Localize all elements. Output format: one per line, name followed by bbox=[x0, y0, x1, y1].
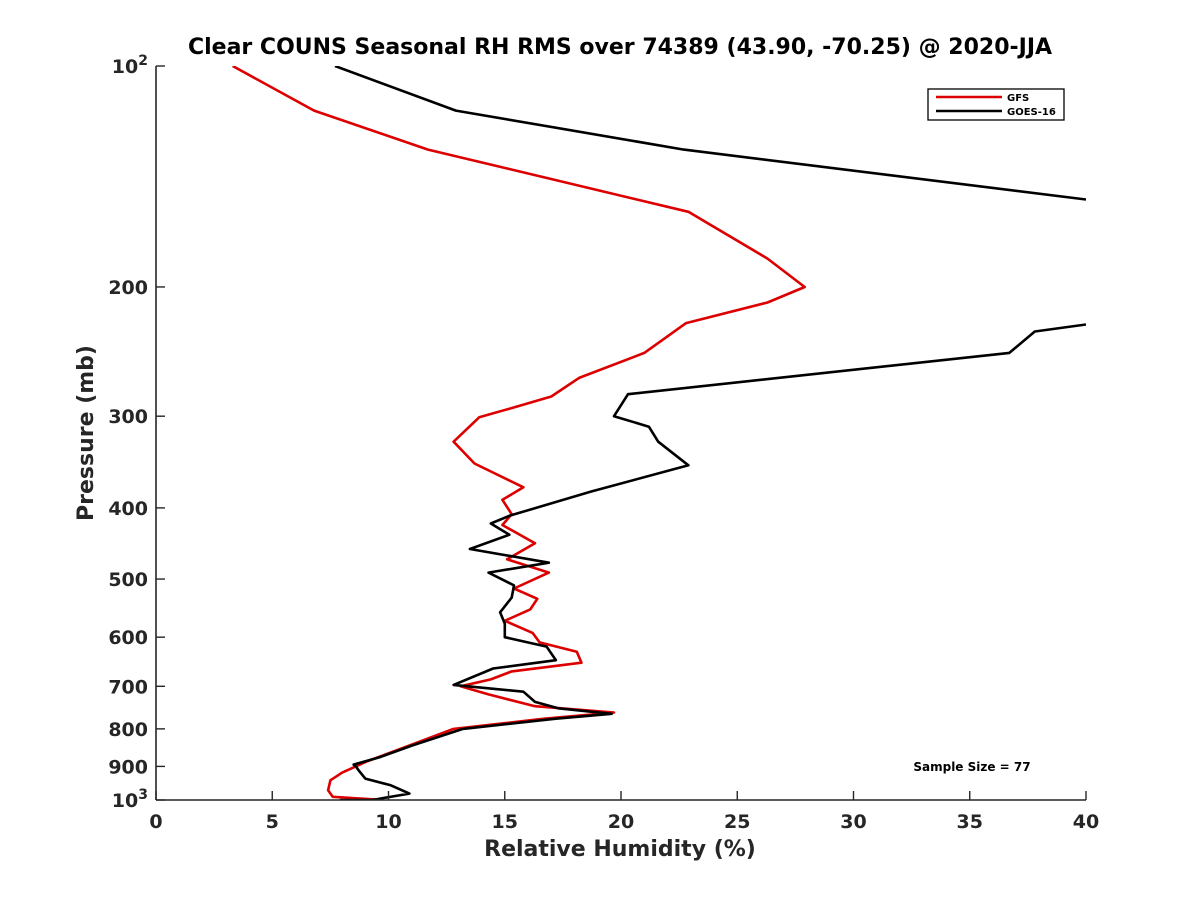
y-tick-label: 600 bbox=[108, 627, 148, 649]
series-layer bbox=[232, 66, 1086, 800]
y-tick-label: 102 bbox=[112, 53, 148, 78]
sample-size-annotation: Sample Size = 77 bbox=[913, 760, 1030, 774]
legend: GFS GOES-16 bbox=[927, 88, 1065, 121]
y-ticks: 102 200 300 400 500 600 700 800 900 103 bbox=[108, 53, 165, 812]
legend-goes-label: GOES-16 bbox=[1007, 107, 1056, 118]
x-axis-title: Relative Humidity (%) bbox=[484, 837, 756, 862]
x-tick-label: 20 bbox=[608, 811, 634, 833]
y-tick-label: 300 bbox=[108, 406, 148, 428]
x-tick-label: 5 bbox=[266, 811, 279, 833]
x-tick-label: 25 bbox=[724, 811, 750, 833]
series-line-goes-16-1 bbox=[339, 323, 1086, 800]
y-tick-label: 900 bbox=[108, 756, 148, 778]
legend-gfs-label: GFS bbox=[1007, 93, 1029, 104]
x-tick-label: 0 bbox=[149, 811, 162, 833]
x-tick-label: 10 bbox=[375, 811, 401, 833]
x-tick-label: 15 bbox=[492, 811, 518, 833]
x-tick-label: 30 bbox=[840, 811, 866, 833]
y-tick-label: 103 bbox=[112, 787, 148, 812]
y-tick-label: 500 bbox=[108, 569, 148, 591]
y-axis-title: Pressure (mb) bbox=[74, 345, 99, 521]
chart-title: Clear COUNS Seasonal RH RMS over 74389 (… bbox=[188, 35, 1052, 60]
x-tick-label: 40 bbox=[1073, 811, 1099, 833]
y-tick-label: 800 bbox=[108, 719, 148, 741]
x-ticks: 0 5 10 15 20 25 30 35 40 bbox=[149, 791, 1099, 833]
y-tick-label: 700 bbox=[108, 676, 148, 698]
x-tick-label: 35 bbox=[957, 811, 983, 833]
y-tick-label: 400 bbox=[108, 498, 148, 520]
y-tick-label: 200 bbox=[108, 277, 148, 299]
series-line-goes-16-0 bbox=[334, 66, 1086, 201]
legend-box bbox=[927, 88, 1065, 121]
